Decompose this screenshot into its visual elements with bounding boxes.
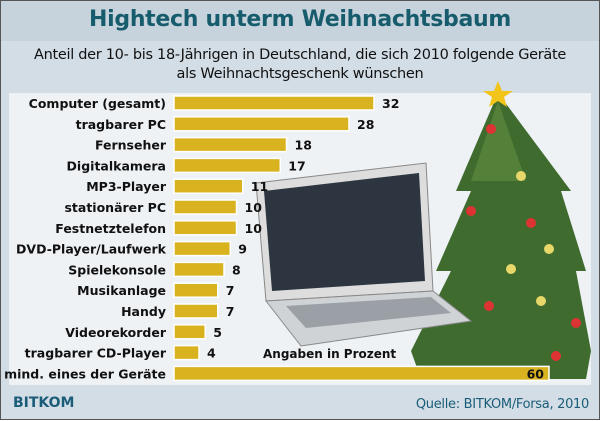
bar bbox=[173, 199, 238, 215]
bar bbox=[173, 282, 219, 298]
subtitle-line-2: als Weihnachtsgeschenk wünschen bbox=[176, 66, 424, 82]
laptop-illustration bbox=[255, 162, 473, 347]
bar bbox=[173, 157, 281, 174]
category-label: Videorekorder bbox=[65, 325, 167, 340]
category-label: Fernseher bbox=[95, 138, 167, 153]
chart-subtitle: Anteil der 10- bis 18-Jährigen in Deutsc… bbox=[1, 46, 599, 84]
value-label: 60 bbox=[527, 366, 545, 381]
bar bbox=[173, 324, 206, 340]
value-label: 7 bbox=[226, 283, 235, 298]
category-label: tragbarer CD-Player bbox=[25, 346, 167, 361]
value-label: 5 bbox=[213, 325, 222, 340]
category-label: MP3-Player bbox=[86, 179, 167, 194]
subtitle-line-1: Anteil der 10- bis 18-Jährigen in Deutsc… bbox=[33, 47, 567, 63]
category-label: mind. eines der Geräte bbox=[4, 366, 166, 381]
bars-group: Computer (gesamt) 32 tragbarer PC 28 Fernseh… bbox=[4, 95, 550, 382]
category-label: tragbarer PC bbox=[76, 117, 166, 132]
category-label: Spielekonsole bbox=[68, 262, 166, 277]
star-icon bbox=[483, 81, 513, 107]
category-label: Musikanlage bbox=[77, 283, 166, 298]
value-label: 7 bbox=[226, 304, 235, 319]
bar bbox=[173, 240, 231, 257]
source-note: Quelle: BITKOM/Forsa, 2010 bbox=[415, 397, 589, 412]
bar bbox=[173, 95, 375, 111]
bar bbox=[173, 344, 200, 361]
category-label: Handy bbox=[121, 304, 166, 319]
value-label: 18 bbox=[295, 138, 312, 153]
christmas-tree-illustration bbox=[411, 81, 591, 379]
value-label: 9 bbox=[238, 242, 247, 257]
title-band bbox=[1, 1, 599, 41]
bar bbox=[173, 303, 219, 319]
value-label: 8 bbox=[232, 262, 241, 277]
bar bbox=[173, 261, 225, 278]
bar bbox=[173, 365, 550, 382]
value-label: 28 bbox=[357, 117, 374, 132]
chart-title: Hightech unterm Weihnachtsbaum bbox=[89, 7, 511, 32]
value-label: 4 bbox=[207, 346, 216, 361]
category-label: stationärer PC bbox=[64, 200, 166, 215]
category-label: Digitalkamera bbox=[67, 158, 166, 173]
category-label: Festnetztelefon bbox=[55, 221, 166, 236]
bar bbox=[173, 220, 238, 236]
value-label: 10 bbox=[245, 200, 263, 215]
bitkom-logo: BITKOM bbox=[13, 395, 75, 411]
value-label: 10 bbox=[245, 221, 263, 236]
value-label: 17 bbox=[288, 158, 305, 173]
unit-note: Angaben in Prozent bbox=[263, 347, 396, 361]
bar bbox=[173, 178, 244, 194]
bar bbox=[173, 136, 288, 153]
bar bbox=[173, 116, 350, 132]
category-label: Computer (gesamt) bbox=[29, 96, 166, 111]
value-label: 32 bbox=[382, 96, 399, 111]
value-label: 11 bbox=[251, 179, 268, 194]
category-label: DVD-Player/Laufwerk bbox=[16, 242, 167, 257]
